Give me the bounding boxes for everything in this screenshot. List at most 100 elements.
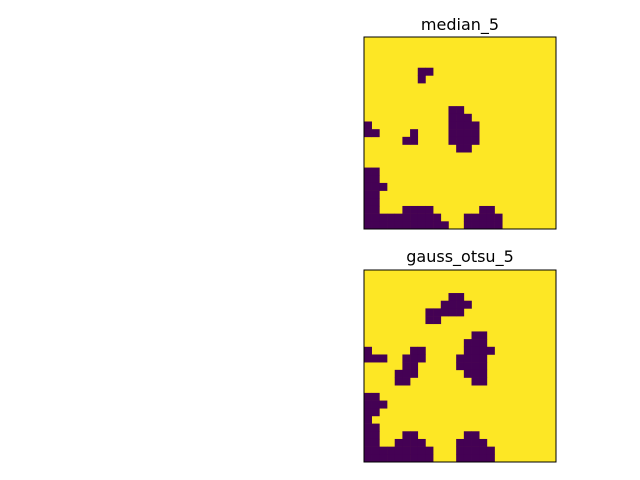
heatmap-cell	[448, 293, 457, 302]
heatmap-cell	[456, 454, 465, 463]
heatmap-cell	[364, 454, 372, 463]
heatmap-cell	[479, 377, 488, 386]
heatmap-cell	[379, 182, 388, 191]
heatmap-cell	[364, 121, 372, 130]
heatmap-cell	[479, 369, 488, 378]
heatmap-cell	[471, 354, 480, 363]
heatmap-cell	[364, 438, 372, 447]
heatmap-cell	[417, 75, 426, 84]
heatmap-cell	[486, 454, 495, 463]
heatmap-cell	[456, 354, 465, 363]
heatmap-cell	[410, 213, 419, 222]
heatmap-cell	[364, 354, 372, 363]
heatmap-panel-median: median_5	[363, 15, 557, 230]
heatmap-cell	[402, 136, 411, 145]
heatmap-cell	[463, 369, 472, 378]
heatmap-cell	[402, 454, 411, 463]
heatmap-cell	[410, 438, 419, 447]
heatmap-cell	[456, 113, 465, 122]
heatmap-cell	[410, 221, 419, 230]
axes-frame-median	[363, 36, 557, 230]
heatmap-cell	[448, 136, 457, 145]
heatmap-cell	[364, 182, 372, 191]
heatmap-cell	[425, 205, 434, 214]
heatmap-cell	[417, 346, 426, 355]
heatmap-cell	[433, 308, 442, 317]
heatmap-cell	[379, 454, 388, 463]
heatmap-cell	[456, 362, 465, 371]
heatmap-cell	[463, 431, 472, 440]
heatmap-cell	[371, 431, 380, 440]
heatmap-cell	[463, 129, 472, 138]
heatmap-cell	[402, 221, 411, 230]
heatmap-cell	[433, 221, 442, 230]
heatmap-cell	[425, 213, 434, 222]
heatmap-cell	[410, 446, 419, 455]
heatmap-cell	[417, 354, 426, 363]
heatmap-cell	[479, 354, 488, 363]
heatmap-cell	[371, 213, 380, 222]
heatmap-cell	[463, 221, 472, 230]
heatmap-cell	[379, 446, 388, 455]
heatmap-cell	[364, 346, 372, 355]
heatmap-cell	[410, 369, 419, 378]
heatmap-cell	[417, 67, 426, 76]
heatmap-cell	[494, 213, 503, 222]
heatmap-cell	[433, 316, 442, 325]
heatmap-cell	[417, 213, 426, 222]
heatmap-cell	[364, 190, 372, 199]
heatmap-cell	[364, 213, 372, 222]
heatmap-cell	[456, 144, 465, 153]
heatmap-cell	[471, 377, 480, 386]
heatmap-cell	[463, 454, 472, 463]
heatmap-cell	[364, 167, 372, 176]
heatmap-cell	[402, 377, 411, 386]
heatmap-cell	[456, 300, 465, 309]
panel-title-gauss-otsu: gauss_otsu_5	[406, 247, 514, 267]
heatmap-cell	[463, 438, 472, 447]
heatmap-cell	[402, 354, 411, 363]
heatmap-cell	[471, 369, 480, 378]
heatmap-cell	[440, 221, 449, 230]
heatmap-cell	[364, 415, 372, 424]
heatmap-cell	[471, 438, 480, 447]
heatmap-cell	[471, 331, 480, 340]
heatmap-cell	[479, 346, 488, 355]
heatmap-cell	[410, 362, 419, 371]
heatmap-cell	[471, 339, 480, 348]
heatmap-cell	[417, 454, 426, 463]
heatmap-cell	[479, 446, 488, 455]
heatmap-cell	[371, 354, 380, 363]
heatmap-cell	[364, 423, 372, 432]
heatmap-cell	[448, 106, 457, 115]
heatmap-cell	[448, 300, 457, 309]
heatmap-cell	[425, 221, 434, 230]
heatmap-cell	[456, 129, 465, 138]
heatmap-cell	[371, 446, 380, 455]
heatmap-cell	[364, 408, 372, 417]
heatmap-cell	[364, 129, 372, 138]
heatmap-cell	[479, 205, 488, 214]
heatmap-cell	[410, 205, 419, 214]
heatmap-cell	[364, 175, 372, 184]
heatmap-cell	[379, 354, 388, 363]
heatmap-cell	[387, 454, 396, 463]
heatmap-cell	[456, 446, 465, 455]
heatmap-cell	[448, 121, 457, 130]
heatmap-cell	[479, 438, 488, 447]
heatmap-cell	[463, 213, 472, 222]
heatmap-cell	[410, 129, 419, 138]
heatmap-cell	[463, 136, 472, 145]
heatmap-cell	[387, 221, 396, 230]
heatmap-cell	[440, 300, 449, 309]
heatmap-cell	[379, 400, 388, 409]
heatmap-cell	[471, 346, 480, 355]
heatmap-cell	[364, 400, 372, 409]
heatmap-cell	[471, 454, 480, 463]
heatmap-cell	[417, 205, 426, 214]
heatmap-cell	[471, 136, 480, 145]
heatmap-cell	[364, 221, 372, 230]
heatmap-cell	[463, 144, 472, 153]
heatmap-cell	[364, 431, 372, 440]
